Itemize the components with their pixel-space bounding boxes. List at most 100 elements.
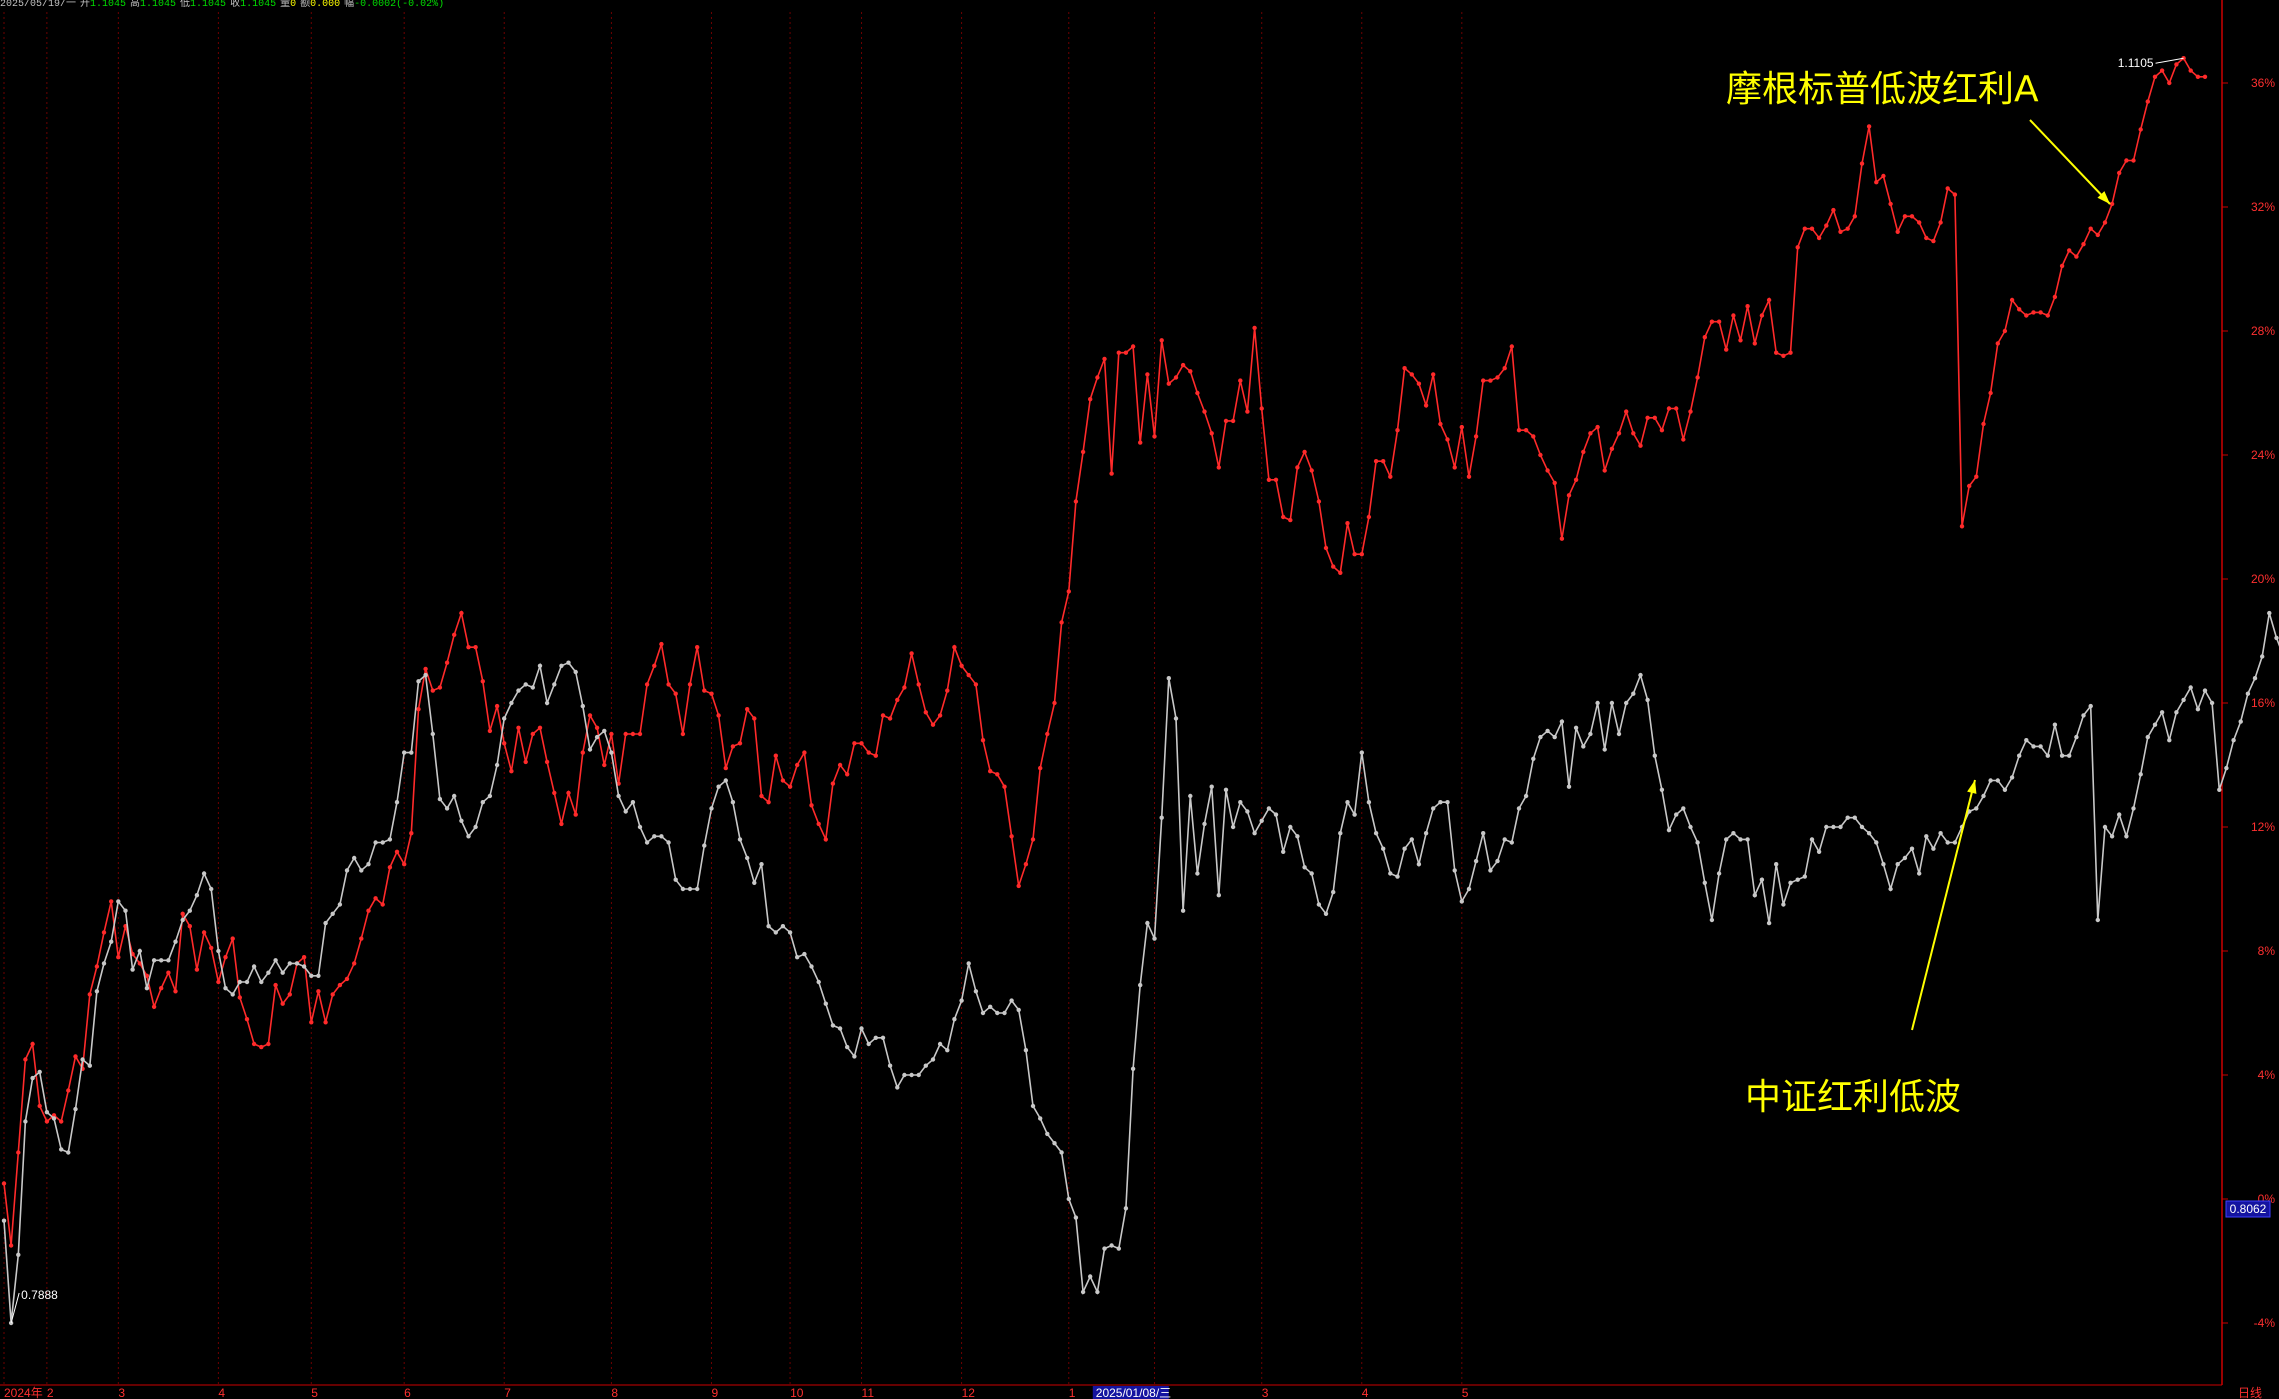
- data-point: [1738, 837, 1743, 842]
- data-point: [352, 961, 357, 966]
- data-point: [1073, 499, 1079, 504]
- data-point: [2002, 787, 2008, 792]
- data-point: [916, 1072, 921, 1078]
- data-point: [937, 1041, 943, 1047]
- data-point: [394, 800, 400, 805]
- data-point: [1059, 620, 1064, 625]
- data-point: [530, 685, 535, 690]
- data-point: [709, 691, 714, 696]
- data-point: [1688, 409, 1693, 414]
- data-point: [609, 731, 614, 737]
- data-point: [623, 731, 628, 737]
- data-point: [1080, 1289, 1086, 1295]
- data-point: [216, 979, 221, 985]
- data-point: [1809, 837, 1815, 842]
- data-point: [1824, 824, 1829, 830]
- data-point: [1938, 831, 1943, 836]
- data-point: [1523, 428, 1529, 433]
- data-point: [537, 725, 543, 730]
- data-point: [59, 1119, 64, 1124]
- data-point: [1695, 375, 1700, 380]
- data-point: [1609, 700, 1615, 706]
- data-point: [459, 610, 464, 616]
- data-point: [502, 716, 507, 721]
- data-point: [137, 961, 142, 966]
- data-point: [1816, 849, 1822, 854]
- data-point: [1102, 356, 1107, 362]
- data-point: [1824, 223, 1829, 228]
- data-point: [945, 688, 950, 693]
- amount-value: 0.000: [310, 0, 341, 10]
- data-point: [1759, 877, 1765, 882]
- data-point: [1759, 313, 1765, 318]
- data-point: [209, 945, 214, 951]
- data-point: [1659, 428, 1665, 433]
- vol-label: 量: [280, 0, 291, 10]
- high-value-label: 1.1105: [2118, 56, 2154, 70]
- data-point: [1566, 493, 1572, 498]
- data-point: [237, 979, 242, 985]
- data-point: [723, 778, 728, 783]
- data-point: [766, 800, 771, 805]
- data-point: [830, 1023, 836, 1028]
- data-point: [1681, 437, 1686, 442]
- data-point: [309, 973, 314, 978]
- current-value-label: 0.8062: [2230, 1202, 2267, 1216]
- data-point: [2095, 232, 2100, 238]
- data-point: [1281, 514, 1286, 520]
- data-point: [1109, 1243, 1114, 1248]
- data-point: [1402, 846, 1407, 851]
- data-point: [66, 1150, 71, 1155]
- close-label: 收: [230, 0, 241, 10]
- data-point: [2238, 719, 2243, 724]
- data-point: [1373, 459, 1379, 464]
- data-point: [2102, 220, 2108, 225]
- data-point: [687, 886, 693, 892]
- data-point: [373, 896, 378, 901]
- period-label: 日线: [2238, 1386, 2262, 1399]
- data-point: [409, 750, 414, 755]
- x-tick-label: 4: [1362, 1386, 1369, 1399]
- data-point: [166, 970, 171, 975]
- quote-header: 2025/05/19/一 开1.1045 高1.1045 低1.1045 收1.1045…: [0, 0, 448, 10]
- data-point: [430, 731, 435, 737]
- data-point: [159, 986, 164, 991]
- data-point: [16, 1252, 21, 1258]
- cursor-date-label: 2025/01/08/三: [1096, 1386, 1171, 1399]
- data-point: [337, 982, 343, 988]
- data-point: [380, 840, 385, 845]
- data-point: [37, 1069, 42, 1075]
- data-point: [2274, 635, 2279, 641]
- data-point: [1123, 350, 1129, 355]
- data-point: [2131, 158, 2136, 163]
- data-point: [1195, 871, 1200, 876]
- data-point: [480, 679, 485, 684]
- data-point: [1695, 840, 1700, 845]
- data-point: [1016, 883, 1021, 889]
- data-point: [80, 1057, 85, 1062]
- data-point: [1216, 893, 1222, 898]
- data-point: [644, 840, 650, 845]
- data-point: [1159, 815, 1164, 820]
- data-point: [1595, 700, 1600, 706]
- x-tick-label: 3: [1262, 1386, 1269, 1399]
- data-point: [1581, 449, 1586, 455]
- data-point: [487, 793, 493, 799]
- data-point: [859, 1026, 864, 1031]
- data-point: [23, 1119, 28, 1124]
- data-point: [1266, 477, 1272, 482]
- y-tick-label: 8%: [2258, 944, 2276, 958]
- data-point: [594, 725, 600, 730]
- data-point: [1895, 862, 1900, 867]
- data-point: [2195, 74, 2201, 80]
- data-point: [795, 762, 800, 768]
- data-point: [802, 951, 807, 957]
- data-point: [1659, 787, 1665, 792]
- data-point: [1295, 834, 1300, 839]
- data-point: [1645, 415, 1650, 420]
- data-point: [330, 992, 335, 997]
- data-point: [1609, 446, 1615, 451]
- data-point: [1545, 728, 1550, 734]
- data-point: [930, 722, 936, 727]
